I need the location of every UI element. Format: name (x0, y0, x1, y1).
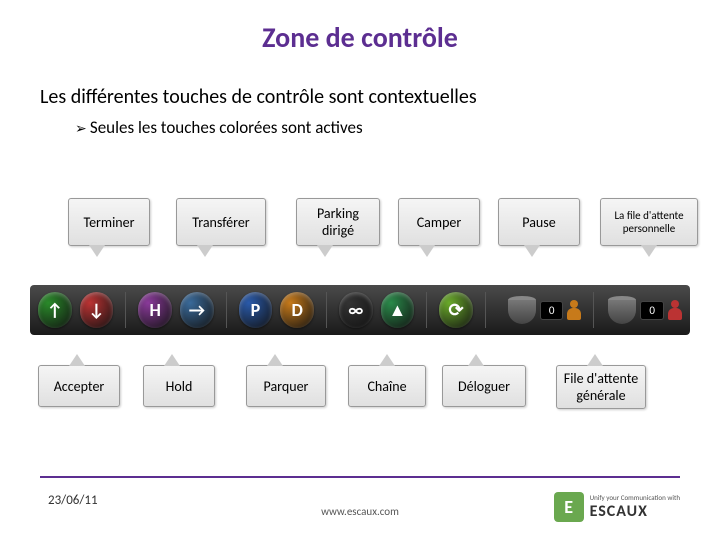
callout-top-1: Transférer (176, 198, 266, 246)
footer-logo: E Unify your Communication with ESCAUX (554, 492, 680, 522)
queue-0[interactable]: 0.p0::before,.p0::after{background:#c77a… (506, 292, 582, 328)
toolbar-btn-7[interactable]: D (280, 292, 314, 328)
bullet-text: Seules les touches colorées sont actives (0, 117, 720, 138)
callout-top-5: La file d'attente personnelle (600, 198, 698, 246)
toolbar-btn-4[interactable]: → (180, 292, 214, 328)
callout-top-2: Parking dirigé (296, 198, 380, 246)
toolbar-btn-0[interactable]: ↑ (38, 292, 72, 328)
toolbar-btn-9[interactable]: ∞ (339, 292, 373, 328)
slide-title: Zone de contrôle (0, 0, 720, 55)
toolbar-btn-1[interactable]: ↓ (80, 292, 114, 328)
callout-top-0: Terminer (68, 198, 150, 246)
callout-bot-5: File d'attente générale (556, 365, 646, 409)
logo-icon: E (554, 492, 584, 522)
toolbar-btn-3[interactable]: H (138, 292, 172, 328)
logo-tagline: Unify your Communication with (590, 493, 680, 502)
toolbar-btn-12[interactable]: ⟳ (439, 292, 473, 328)
callout-bot-3: Chaîne (348, 365, 426, 407)
footer-divider (40, 476, 680, 478)
callout-top-3: Camper (398, 198, 480, 246)
callout-top-4: Pause (498, 198, 580, 246)
toolbar-btn-10[interactable]: ▲ (381, 292, 415, 328)
callout-bot-0: Accepter (38, 365, 120, 407)
toolbar-btn-6[interactable]: P (239, 292, 273, 328)
control-diagram: Terminer Transférer Parking dirigé Camper Pa… (0, 170, 720, 450)
callout-bot-4: Déloguer (442, 365, 526, 407)
callout-bot-2: Parquer (246, 365, 326, 407)
queue-1[interactable]: 0.p1::before,.p1::after{background:#b33} (606, 292, 682, 328)
logo-name: ESCAUX (590, 502, 680, 521)
callout-bot-1: Hold (143, 365, 215, 407)
control-toolbar: ↑↓ H→ PD ∞▲ ⟳ 0.p0::before,.p0::after{backgro… (30, 285, 690, 335)
slide-subtitle: Les différentes touches de contrôle sont… (0, 55, 720, 117)
